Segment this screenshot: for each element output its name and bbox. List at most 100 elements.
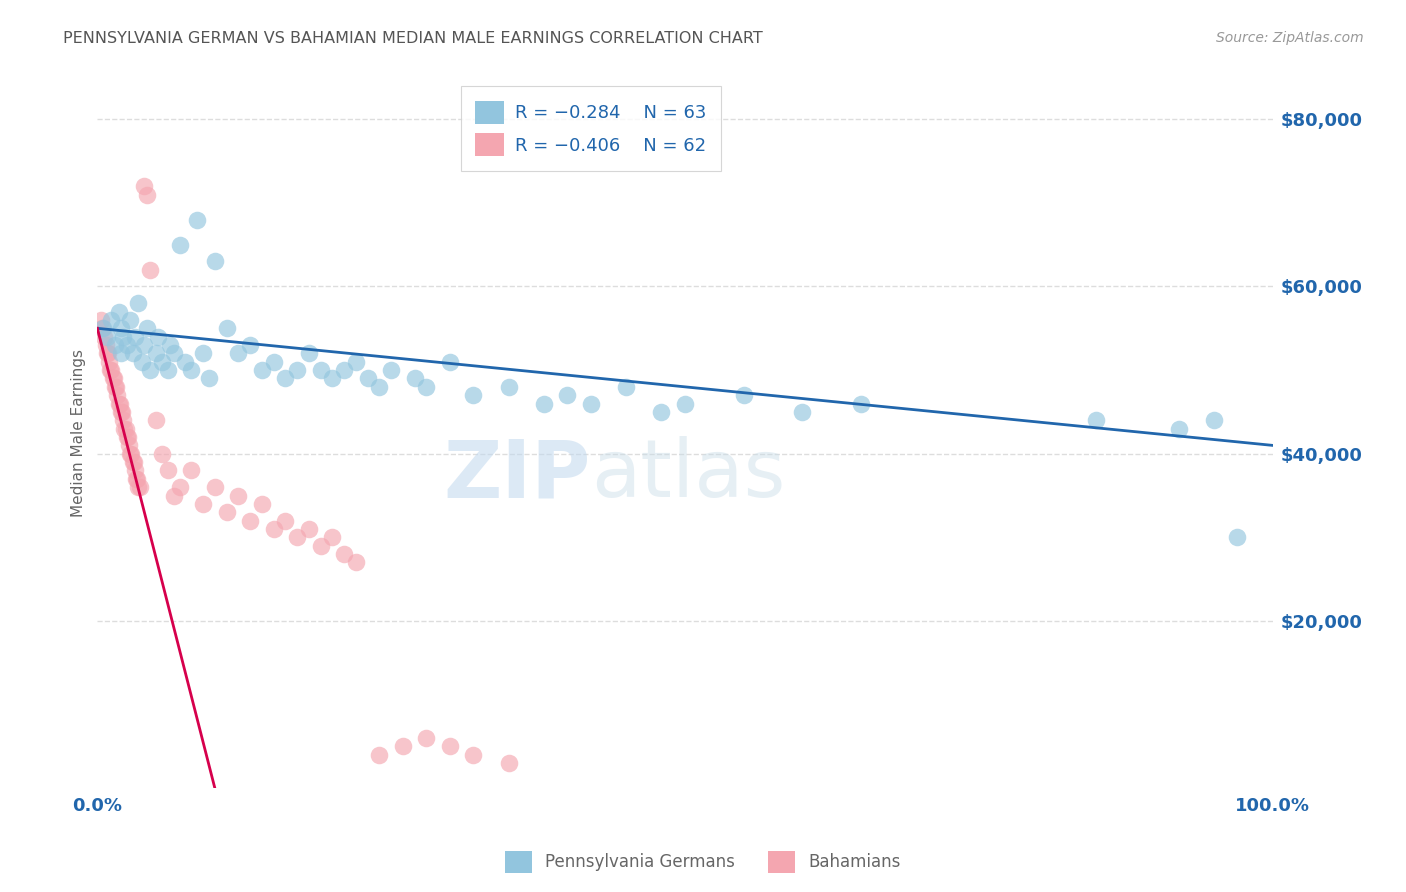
Point: [121, 346, 143, 360]
Point: [333, 547, 356, 561]
Point: [1085, 413, 1108, 427]
Point: [97, 346, 120, 360]
Point: [148, 329, 170, 343]
Text: Source: ZipAtlas.com: Source: ZipAtlas.com: [1216, 31, 1364, 45]
Point: [321, 530, 343, 544]
Point: [298, 346, 321, 360]
Point: [463, 388, 485, 402]
Point: [110, 346, 132, 360]
Text: atlas: atlas: [591, 436, 786, 515]
Point: [105, 388, 128, 402]
Point: [120, 313, 142, 327]
Point: [118, 438, 141, 452]
Point: [91, 321, 114, 335]
Point: [104, 380, 127, 394]
Point: [439, 355, 461, 369]
Point: [150, 447, 173, 461]
Point: [356, 371, 378, 385]
Point: [285, 530, 308, 544]
Point: [103, 371, 125, 385]
Point: [533, 396, 555, 410]
Point: [579, 396, 602, 410]
Point: [309, 363, 332, 377]
Point: [180, 463, 202, 477]
Point: [392, 739, 415, 754]
Point: [463, 747, 485, 762]
Point: [309, 539, 332, 553]
Point: [380, 363, 402, 377]
Point: [122, 455, 145, 469]
Point: [1167, 422, 1189, 436]
Point: [90, 313, 112, 327]
Point: [98, 355, 121, 369]
Point: [239, 338, 262, 352]
Point: [1226, 530, 1249, 544]
Point: [110, 405, 132, 419]
Point: [125, 472, 148, 486]
Text: PENNSYLVANIA GERMAN VS BAHAMIAN MEDIAN MALE EARNINGS CORRELATION CHART: PENNSYLVANIA GERMAN VS BAHAMIAN MEDIAN M…: [63, 31, 763, 46]
Legend: R = −0.284    N = 63, R = −0.406    N = 62: R = −0.284 N = 63, R = −0.406 N = 62: [461, 87, 721, 170]
Point: [228, 346, 250, 360]
Point: [215, 321, 238, 335]
Point: [368, 380, 391, 394]
Point: [131, 355, 153, 369]
Point: [120, 447, 142, 461]
Point: [145, 346, 167, 360]
Point: [415, 731, 437, 745]
Point: [204, 480, 226, 494]
Point: [321, 371, 343, 385]
Point: [94, 338, 117, 352]
Point: [135, 321, 157, 335]
Point: [298, 522, 321, 536]
Point: [344, 355, 367, 369]
Point: [792, 405, 814, 419]
Point: [104, 338, 127, 352]
Point: [96, 346, 118, 360]
Point: [673, 396, 696, 410]
Point: [93, 329, 115, 343]
Point: [124, 463, 146, 477]
Point: [135, 187, 157, 202]
Point: [174, 355, 197, 369]
Point: [159, 338, 181, 352]
Point: [274, 514, 297, 528]
Point: [134, 179, 156, 194]
Point: [134, 338, 156, 352]
Point: [117, 430, 139, 444]
Point: [191, 497, 214, 511]
Point: [274, 371, 297, 385]
Point: [498, 756, 520, 771]
Point: [127, 472, 149, 486]
Point: [191, 346, 214, 360]
Point: [112, 422, 135, 436]
Point: [186, 212, 208, 227]
Text: ZIP: ZIP: [444, 436, 591, 515]
Point: [169, 237, 191, 252]
Point: [108, 396, 131, 410]
Point: [368, 747, 391, 762]
Point: [101, 371, 124, 385]
Point: [107, 396, 129, 410]
Point: [228, 489, 250, 503]
Point: [111, 405, 134, 419]
Point: [156, 363, 179, 377]
Point: [344, 556, 367, 570]
Point: [115, 338, 138, 352]
Point: [163, 346, 186, 360]
Point: [733, 388, 755, 402]
Point: [415, 380, 437, 394]
Point: [121, 455, 143, 469]
Point: [105, 380, 128, 394]
Point: [112, 329, 135, 343]
Point: [127, 480, 149, 494]
Point: [498, 380, 520, 394]
Point: [145, 413, 167, 427]
Point: [139, 262, 162, 277]
Point: [100, 363, 122, 377]
Point: [404, 371, 426, 385]
Point: [250, 497, 273, 511]
Point: [107, 304, 129, 318]
Point: [650, 405, 672, 419]
Point: [124, 329, 146, 343]
Point: [114, 422, 136, 436]
